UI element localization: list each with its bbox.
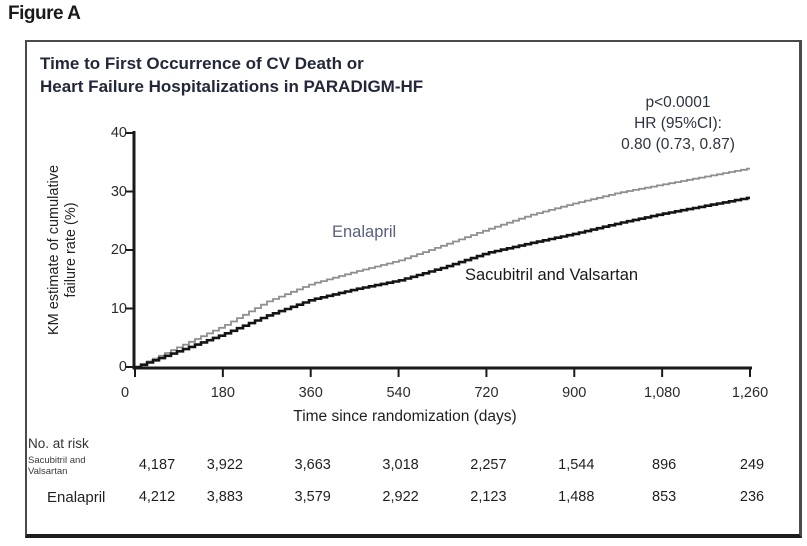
at-risk-count: 3,663 bbox=[294, 457, 331, 473]
x-tick-label: 0 bbox=[120, 385, 130, 401]
at-risk-count: 3,018 bbox=[382, 457, 419, 473]
hr-label-text: HR (95%CI): bbox=[634, 115, 722, 132]
at-risk-count: 249 bbox=[739, 457, 765, 473]
y-axis-title-line1: KM estimate of cumulative bbox=[46, 164, 62, 336]
y-tick-label: 0 bbox=[118, 359, 127, 375]
sacubitril-curve-label: Sacubitril and Valsartan bbox=[465, 266, 639, 284]
y-tick-label: 20 bbox=[110, 242, 127, 258]
y-axis-title-line2: failure rate (%) bbox=[63, 202, 79, 298]
at-risk-count: 853 bbox=[652, 489, 677, 505]
at-risk-row-label-enalapril: Enalapril bbox=[47, 489, 106, 506]
at-risk-row-label-sacubitril-line1: Sacubitril and bbox=[28, 455, 86, 466]
at-risk-count: 4,212 bbox=[138, 489, 176, 505]
at-risk-count: 3,883 bbox=[206, 489, 243, 505]
at-risk-heading: No. at risk bbox=[28, 436, 89, 451]
at-risk-count: 1,488 bbox=[558, 489, 595, 505]
enalapril-curve-label: Enalapril bbox=[332, 223, 397, 241]
at-risk-count: 236 bbox=[739, 489, 765, 505]
stats-annotation: p<0.0001 HR (95%CI): 0.80 (0.73, 0.87) bbox=[588, 92, 768, 155]
at-risk-count: 896 bbox=[652, 457, 677, 473]
at-risk-count: 3,579 bbox=[294, 489, 331, 505]
at-risk-count: 2,257 bbox=[470, 457, 507, 473]
x-tick-label: 360 bbox=[298, 385, 323, 401]
x-tick-label: 1,080 bbox=[643, 385, 681, 401]
at-risk-count: 2,123 bbox=[470, 489, 507, 505]
at-risk-row-label-sacubitril: Sacubitril and Valsartan bbox=[28, 455, 86, 477]
at-risk-count: 2,922 bbox=[382, 489, 419, 505]
x-tick-label: 180 bbox=[210, 385, 235, 401]
at-risk-count: 1,544 bbox=[558, 457, 595, 473]
at-risk-count: 3,922 bbox=[206, 457, 243, 473]
x-tick-label: 1,260 bbox=[731, 385, 769, 401]
y-axis-title: KM estimate of cumulative failure rate (… bbox=[46, 125, 82, 375]
x-tick-label: 900 bbox=[562, 385, 587, 401]
x-axis-title: Time since randomization (days) bbox=[293, 408, 517, 425]
hr-value-text: 0.80 (0.73, 0.87) bbox=[621, 136, 735, 153]
at-risk-row-label-sacubitril-line2: Valsartan bbox=[28, 466, 68, 477]
chart-title-line2: Heart Failure Hospitalizations in PARADI… bbox=[40, 77, 424, 96]
x-tick-label: 720 bbox=[474, 385, 499, 401]
chart-title: Time to First Occurrence of CV Death or … bbox=[40, 52, 423, 98]
chart-title-line1: Time to First Occurrence of CV Death or bbox=[40, 54, 364, 73]
y-tick-label: 40 bbox=[110, 125, 127, 141]
y-tick-label: 30 bbox=[110, 183, 127, 200]
at-risk-count: 4,187 bbox=[138, 457, 176, 473]
figure-label: Figure A bbox=[8, 3, 81, 24]
p-value-text: p<0.0001 bbox=[645, 94, 711, 111]
x-tick-label: 540 bbox=[386, 385, 411, 401]
y-tick-label: 10 bbox=[110, 300, 127, 317]
